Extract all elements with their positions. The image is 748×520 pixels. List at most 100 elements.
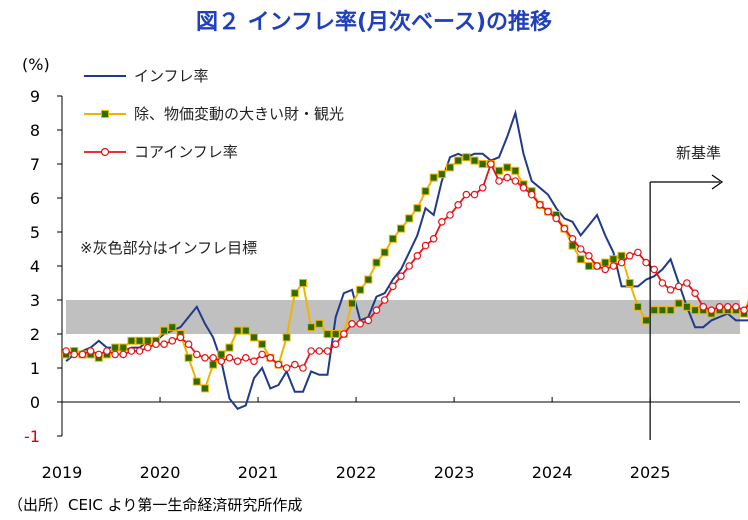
point-core <box>192 350 201 359</box>
point-ex-volatile <box>184 353 193 362</box>
point-core <box>250 357 258 366</box>
x-tick-label: 2024 <box>532 463 573 482</box>
point-core <box>331 340 340 349</box>
point-core <box>282 364 291 372</box>
point-ex-volatile <box>397 224 405 233</box>
point-core <box>70 350 79 359</box>
point-ex-volatile <box>290 289 299 298</box>
point-ex-volatile <box>307 323 316 332</box>
point-core <box>152 340 160 349</box>
point-core <box>740 306 748 315</box>
y-tick-label: 7 <box>30 155 40 174</box>
point-core <box>560 224 569 233</box>
point-core <box>732 302 740 311</box>
point-ex-volatile <box>405 214 414 223</box>
point-core <box>454 201 462 209</box>
point-ex-volatile <box>413 204 422 213</box>
point-ex-volatile <box>454 156 463 165</box>
point-core <box>585 252 593 260</box>
point-ex-volatile <box>135 336 144 345</box>
point-core <box>503 173 511 182</box>
y-tick-label: 8 <box>30 121 40 140</box>
point-core <box>266 353 275 362</box>
x-tick-label: 2025 <box>630 463 671 482</box>
point-core <box>413 252 422 260</box>
point-core <box>446 211 454 219</box>
point-ex-volatile <box>462 153 471 162</box>
point-core <box>462 190 471 199</box>
point-core <box>487 160 495 168</box>
point-ex-volatile <box>617 251 626 260</box>
point-core <box>691 289 699 298</box>
point-core <box>62 347 70 355</box>
y-tick-label: 3 <box>30 291 40 310</box>
point-core <box>593 262 601 270</box>
point-ex-volatile <box>160 326 169 335</box>
point-core <box>511 177 520 185</box>
point-core <box>389 282 397 291</box>
point-core <box>552 214 561 223</box>
point-core <box>429 235 438 243</box>
point-ex-volatile <box>609 255 618 264</box>
point-core <box>184 340 193 349</box>
y-tick-label: 6 <box>30 189 40 208</box>
point-core <box>527 190 536 199</box>
point-ex-volatile <box>258 340 267 349</box>
point-core <box>201 353 209 362</box>
point-core <box>536 201 544 209</box>
point-ex-volatile <box>470 156 479 165</box>
point-ex-volatile <box>323 330 332 338</box>
y-tick-label: 0 <box>30 393 40 412</box>
point-ex-volatile <box>503 163 512 172</box>
point-ex-volatile <box>446 163 455 172</box>
point-ex-volatile <box>633 302 642 311</box>
point-core <box>307 347 315 355</box>
point-core <box>658 279 667 287</box>
point-core <box>380 296 389 304</box>
legend-marker-core <box>100 147 110 157</box>
point-core <box>609 262 618 270</box>
point-ex-volatile <box>192 377 201 386</box>
point-ex-volatile <box>364 275 373 284</box>
point-core <box>135 347 144 355</box>
point-ex-volatile <box>372 258 381 267</box>
point-ex-volatile <box>511 166 520 175</box>
point-core <box>86 347 95 355</box>
point-ex-volatile <box>127 336 136 345</box>
point-ex-volatile <box>209 360 218 369</box>
y-tick-label: 9 <box>30 87 40 106</box>
series-line-ex-volatile <box>65 156 748 391</box>
point-ex-volatile <box>233 326 242 335</box>
point-core <box>438 218 446 226</box>
point-core <box>397 272 405 281</box>
x-tick-label: 2022 <box>336 463 377 482</box>
point-ex-volatile <box>576 255 585 264</box>
point-core <box>78 350 87 359</box>
point-ex-volatile <box>380 248 389 257</box>
point-core <box>601 265 610 274</box>
point-core <box>699 302 708 311</box>
point-core <box>225 353 234 362</box>
point-ex-volatile <box>356 285 365 294</box>
point-core <box>625 252 634 260</box>
point-core <box>674 282 683 291</box>
point-ex-volatile <box>437 170 446 179</box>
point-ex-volatile <box>111 343 120 352</box>
y-tick-label: 1 <box>30 359 40 378</box>
point-ex-volatile <box>495 166 504 175</box>
point-core <box>233 357 242 366</box>
point-core <box>544 207 552 216</box>
x-tick-label: 2019 <box>42 463 83 482</box>
y-tick-label: 4 <box>30 257 40 276</box>
point-ex-volatile <box>315 319 324 328</box>
x-tick-label: 2020 <box>140 463 181 482</box>
point-ex-volatile <box>478 160 487 168</box>
point-core <box>315 347 324 355</box>
point-core <box>241 353 250 362</box>
point-ex-volatile <box>331 330 340 338</box>
point-core <box>519 184 528 192</box>
chart-title: 図２ インフレ率(月次ベース)の推移 <box>195 10 552 35</box>
legend-label-core: コアインフレ率 <box>134 143 238 161</box>
point-core <box>372 306 381 315</box>
